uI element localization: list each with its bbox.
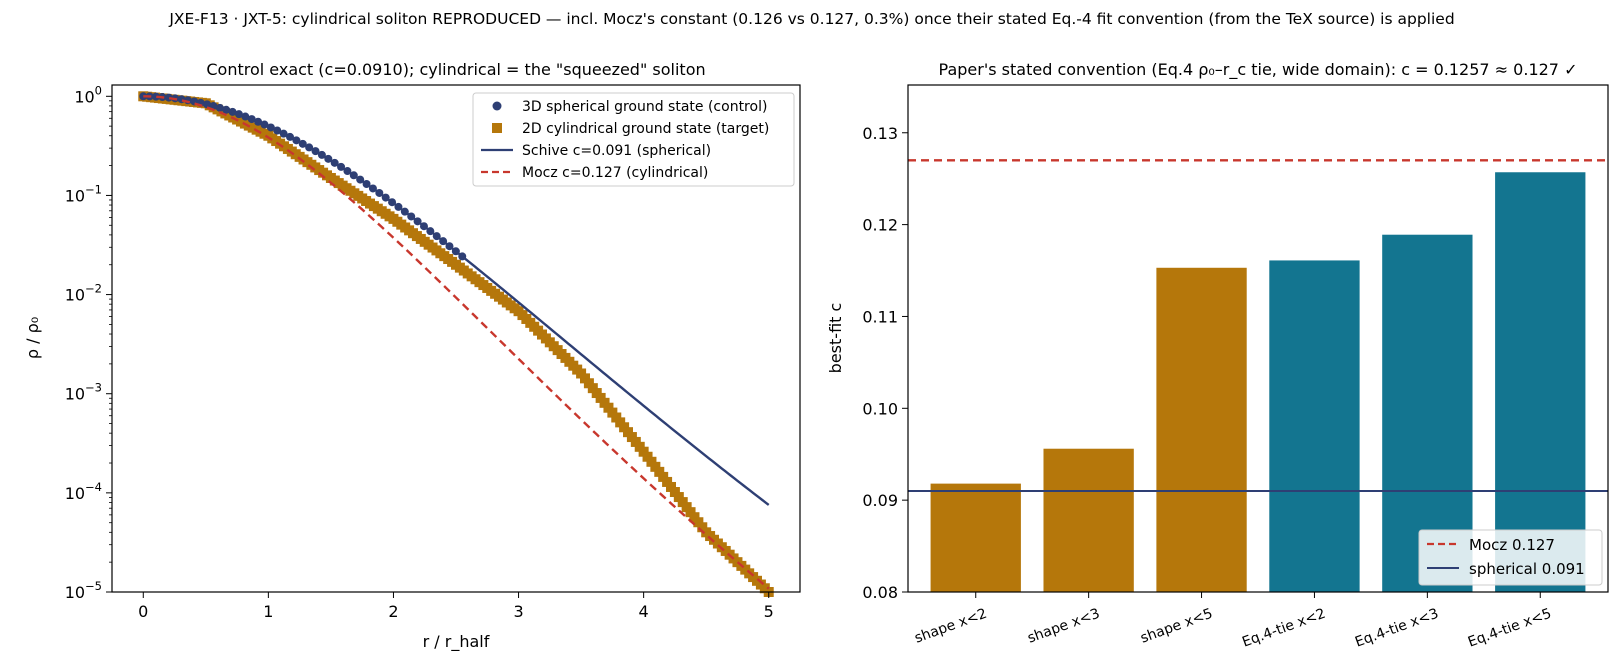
legend-label-spherical-control: 3D spherical ground state (control)	[522, 99, 767, 115]
left-x-tick-label: 5	[764, 602, 774, 621]
right-x-tick-label: Eq.4-tie x<3	[1353, 606, 1441, 651]
left-plot-frame	[111, 84, 801, 593]
left-x-tick-label: 1	[263, 602, 273, 621]
legend-marker-spherical-control	[492, 101, 502, 111]
right-chart-title: Paper's stated convention (Eq.4 ρ₀–r_c t…	[939, 60, 1578, 80]
cylindrical-ground-state-marker	[673, 492, 684, 503]
figure-title: JXE-F13 · JXT-5: cylindrical soliton REP…	[169, 10, 1455, 28]
right-y-tick-label: 0.09	[862, 491, 898, 510]
cylindrical-ground-state-marker	[666, 481, 676, 492]
left-y-tick-label: 10−5	[65, 579, 102, 602]
bar-6	[1495, 172, 1586, 592]
right-y-tick-label: 0.10	[862, 399, 898, 418]
legend-label-mocz-ref: Mocz 0.127	[1469, 536, 1555, 554]
legend-marker-cylindrical-target	[492, 123, 502, 133]
bar-2	[1043, 448, 1134, 592]
left-y-tick-label: 10−1	[65, 182, 102, 205]
cylindrical-ground-state-marker	[685, 507, 696, 518]
right-y-tick-label: 0.13	[862, 124, 898, 143]
bar-1	[930, 483, 1021, 592]
right-legend-box	[1418, 529, 1603, 586]
left-chart-title: Control exact (c=0.0910); cylindrical = …	[206, 60, 705, 79]
left-x-tick-label: 4	[639, 602, 649, 621]
cylindrical-ground-state-marker	[697, 522, 708, 533]
cylindrical-ground-state-marker	[654, 466, 665, 477]
mocz-fit-line	[143, 95, 770, 590]
right-x-tick-label: shape x<2	[913, 606, 990, 647]
left-chart: Control exact (c=0.0910); cylindrical = …	[23, 60, 801, 652]
cylindrical-ground-state-marker	[662, 476, 673, 487]
legend-label-cylindrical-target: 2D cylindrical ground state (target)	[522, 121, 769, 137]
right-x-tick-label: shape x<3	[1025, 606, 1102, 647]
right-x-tick-label: Eq.4-tie x<5	[1466, 606, 1554, 651]
left-y-tick-label: 10−3	[65, 381, 102, 404]
left-y-tick-label: 10−4	[65, 480, 102, 503]
cylindrical-ground-state-marker	[646, 456, 657, 467]
right-chart: Paper's stated convention (Eq.4 ρ₀–r_c t…	[826, 60, 1609, 651]
legend-label-spherical-ref: spherical 0.091	[1469, 560, 1585, 578]
left-x-tick-label: 3	[513, 602, 523, 621]
bar-3	[1156, 267, 1247, 592]
left-legend: 3D spherical ground state (control) 2D c…	[472, 92, 795, 187]
left-y-tick-label: 10−2	[65, 282, 102, 305]
right-legend: Mocz 0.127 spherical 0.091	[1418, 529, 1603, 586]
left-x-tick-label: 2	[388, 602, 398, 621]
right-y-tick-label: 0.11	[862, 307, 898, 326]
left-y-axis-label: ρ / ρ₀	[23, 317, 42, 359]
cylindrical-ground-state-marker	[693, 517, 704, 528]
right-y-tick-label: 0.08	[862, 583, 898, 602]
bar-4	[1269, 260, 1360, 592]
right-y-axis-label: best-fit c	[826, 303, 845, 374]
legend-label-mocz: Mocz c=0.127 (cylindrical)	[522, 165, 708, 181]
left-y-tick-label: 100	[74, 83, 102, 106]
left-x-tick-label: 0	[138, 602, 148, 621]
right-x-tick-label: shape x<5	[1138, 606, 1215, 647]
right-plot-frame	[907, 84, 1609, 593]
cylindrical-ground-state-marker	[677, 497, 688, 508]
cylindrical-ground-state-marker	[689, 512, 700, 523]
right-x-tick-label: Eq.4-tie x<2	[1240, 606, 1328, 651]
cylindrical-ground-state-marker	[638, 446, 649, 457]
legend-label-schive: Schive c=0.091 (spherical)	[522, 143, 711, 159]
schive-fit-line	[143, 95, 770, 506]
cylindrical-ground-state-marker	[650, 461, 661, 472]
left-x-axis-label: r / r_half	[423, 632, 490, 652]
right-y-tick-label: 0.12	[862, 216, 898, 235]
cylindrical-ground-state-marker	[681, 502, 692, 513]
cylindrical-ground-state-marker	[658, 471, 669, 482]
left-legend-box	[472, 92, 795, 187]
cylindrical-ground-state-marker	[642, 451, 653, 462]
cylindrical-ground-state-marker	[669, 487, 680, 498]
